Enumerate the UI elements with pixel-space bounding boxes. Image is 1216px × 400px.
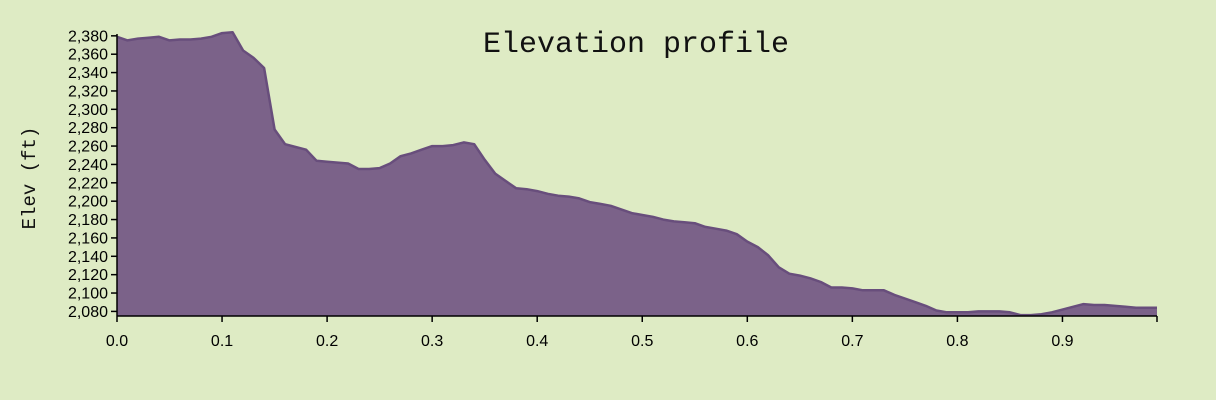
x-tick-label: 0.1 (211, 333, 233, 350)
y-tick-label: 2,100 (68, 286, 108, 303)
y-tick-label: 2,140 (68, 249, 108, 266)
elevation-line (116, 30, 1157, 317)
y-tick-label: 2,080 (68, 304, 108, 321)
elevation-area (117, 32, 1157, 316)
y-tick-label: 2,200 (68, 194, 108, 211)
x-tick-label: 0.8 (946, 333, 968, 350)
y-tick-label: 2,300 (68, 102, 108, 119)
y-axis-label: Elev (ft) (19, 127, 41, 230)
x-tick-label: 0.7 (841, 333, 863, 350)
y-tick-label: 2,260 (68, 139, 108, 156)
chart-title: Elevation profile (483, 28, 789, 62)
y-tick-label: 2,160 (68, 230, 108, 247)
y-tick-label: 2,220 (68, 175, 108, 192)
y-tick-label: 2,280 (68, 120, 108, 137)
y-tick-label: 2,360 (68, 47, 108, 64)
x-tick-label: 0.2 (316, 333, 338, 350)
y-tick-label: 2,120 (68, 267, 108, 284)
x-tick-label: 0.5 (631, 333, 653, 350)
x-tick-label: 0.4 (526, 333, 548, 350)
y-tick-label: 2,240 (68, 157, 108, 174)
x-tick-label: 0.3 (421, 333, 443, 350)
x-tick-label: 0.9 (1051, 333, 1073, 350)
y-tick-label: 2,320 (68, 83, 108, 100)
y-tick-label: 2,340 (68, 65, 108, 82)
y-tick-label: 2,180 (68, 212, 108, 229)
x-axis: 0.0 0.1 0.2 0.3 0.4 0.5 0.6 0.7 0.8 0.9 (106, 315, 1158, 350)
y-tick-label: 2,380 (68, 28, 108, 45)
x-tick-label: 0.0 (106, 333, 128, 350)
x-tick-label: 0.6 (736, 333, 758, 350)
